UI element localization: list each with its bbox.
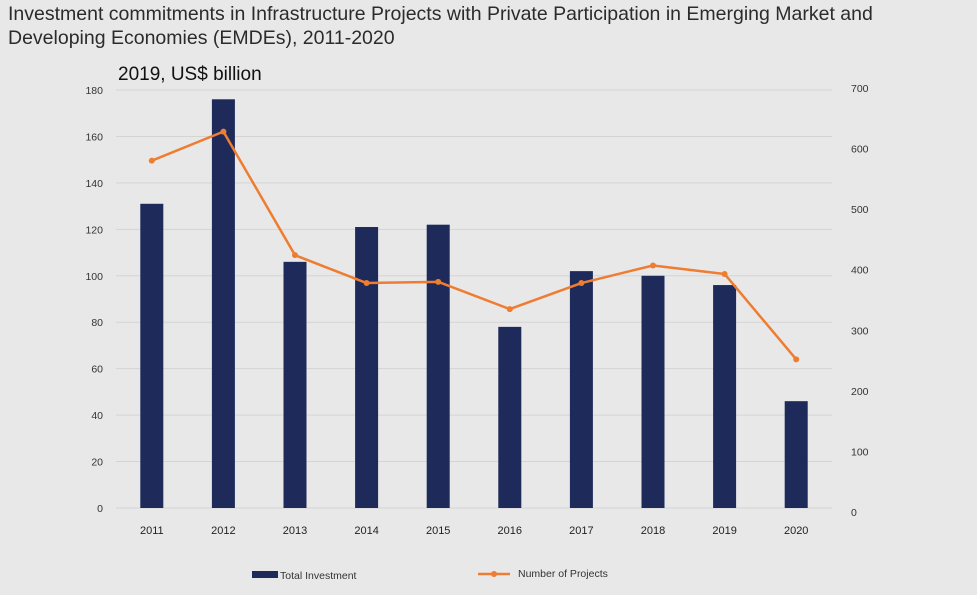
bar-total-investment-2014 <box>355 227 379 508</box>
x-tick-label: 2014 <box>354 525 378 537</box>
y-right-tick-label: 200 <box>851 386 869 398</box>
bar-total-investment-2018 <box>641 275 665 508</box>
y-left-tick-label: 40 <box>91 410 103 422</box>
y-right-tick-label: 300 <box>851 325 869 337</box>
legend-swatch-total-investment <box>252 571 278 578</box>
y-left-tick-label: 160 <box>85 131 103 143</box>
y-right-tick-label: 0 <box>851 507 857 519</box>
legend-label-total-investment: Total Investment <box>280 570 357 582</box>
x-tick-label: 2013 <box>283 525 307 537</box>
point-number-of-projects-2014 <box>363 280 370 287</box>
x-tick-label: 2019 <box>712 525 736 537</box>
y-left-tick-label: 0 <box>97 503 103 515</box>
bar-total-investment-2011 <box>140 203 164 509</box>
y-right-tick-label: 100 <box>851 446 869 458</box>
chart-subtitle: 2019, US$ billion <box>118 64 262 85</box>
point-number-of-projects-2013 <box>292 252 298 259</box>
y-left-tick-label: 20 <box>91 457 103 469</box>
bar-total-investment-2020 <box>784 401 808 508</box>
legend-marker-number-of-projects <box>491 571 497 577</box>
point-number-of-projects-2018 <box>650 262 656 269</box>
y-left-tick-label: 100 <box>85 271 103 283</box>
bar-total-investment-2012 <box>211 99 235 509</box>
y-left-tick-label: 60 <box>91 364 103 376</box>
x-tick-label: 2017 <box>569 525 593 537</box>
y-left-tick-label: 180 <box>85 85 103 97</box>
chart-title: Investment commitments in Infrastructure… <box>8 3 873 49</box>
y-right-tick-label: 700 <box>851 83 869 95</box>
point-number-of-projects-2019 <box>721 270 728 277</box>
y-right-tick-label: 500 <box>851 204 869 216</box>
legend-label-number-of-projects: Number of Projects <box>518 568 608 580</box>
y-left-tick-label: 80 <box>91 317 103 329</box>
bar-total-investment-2016 <box>498 326 522 508</box>
x-tick-label: 2016 <box>498 525 522 537</box>
y-left-tick-label: 140 <box>85 178 103 190</box>
bar-total-investment-2019 <box>713 285 737 508</box>
x-tick-label: 2015 <box>426 525 450 537</box>
point-number-of-projects-2016 <box>506 306 513 313</box>
point-number-of-projects-2012 <box>220 128 227 135</box>
line-number-of-projects <box>151 130 798 361</box>
y-right-tick-label: 400 <box>851 265 869 277</box>
bar-total-investment-2017 <box>569 271 593 508</box>
x-tick-label: 2012 <box>211 525 235 537</box>
y-right-tick-label: 600 <box>851 144 869 156</box>
y-left-tick-label: 120 <box>85 224 103 236</box>
x-tick-label: 2011 <box>140 525 164 537</box>
point-number-of-projects-2011 <box>148 157 155 164</box>
x-tick-label: 2018 <box>641 525 665 537</box>
bar-total-investment-2013 <box>283 261 307 508</box>
point-number-of-projects-2017 <box>578 280 585 287</box>
point-number-of-projects-2020 <box>793 356 800 363</box>
x-tick-label: 2020 <box>784 525 808 537</box>
point-number-of-projects-2015 <box>435 278 442 285</box>
bar-total-investment-2015 <box>426 224 450 508</box>
